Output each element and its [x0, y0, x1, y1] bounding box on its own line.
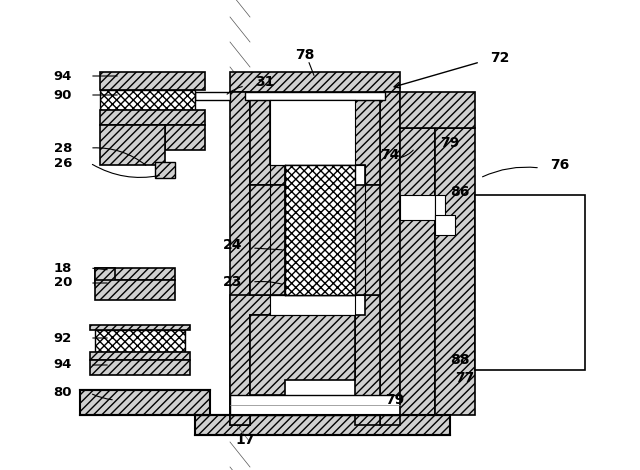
Polygon shape [195, 92, 230, 100]
Polygon shape [270, 295, 355, 315]
Text: 17: 17 [236, 433, 255, 447]
Polygon shape [95, 280, 175, 300]
Polygon shape [90, 360, 190, 375]
Polygon shape [95, 268, 175, 280]
Polygon shape [95, 268, 115, 285]
Polygon shape [165, 125, 205, 150]
Polygon shape [285, 165, 355, 295]
Text: 94: 94 [54, 70, 72, 83]
Text: 74: 74 [380, 148, 400, 162]
Polygon shape [245, 92, 385, 100]
Polygon shape [100, 125, 165, 165]
Text: 23: 23 [223, 275, 242, 289]
Polygon shape [380, 92, 400, 425]
Text: 26: 26 [54, 157, 72, 170]
Text: 90: 90 [54, 88, 72, 102]
Polygon shape [435, 128, 475, 415]
Polygon shape [435, 195, 445, 220]
Text: 88: 88 [450, 353, 470, 367]
Polygon shape [250, 100, 285, 185]
Polygon shape [400, 195, 435, 220]
Text: 28: 28 [54, 141, 72, 155]
Polygon shape [100, 110, 205, 125]
Polygon shape [355, 185, 380, 295]
Text: 20: 20 [54, 276, 72, 290]
Text: 94: 94 [54, 359, 72, 371]
Polygon shape [355, 100, 380, 185]
Polygon shape [80, 390, 210, 415]
Polygon shape [230, 295, 285, 425]
Text: 80: 80 [54, 386, 72, 400]
Polygon shape [90, 352, 190, 360]
Polygon shape [270, 100, 355, 165]
Text: 77: 77 [455, 371, 474, 385]
Text: 72: 72 [490, 51, 509, 65]
Polygon shape [230, 72, 400, 92]
Polygon shape [100, 90, 195, 110]
Polygon shape [435, 215, 455, 235]
Polygon shape [230, 92, 250, 425]
Polygon shape [355, 295, 380, 425]
Text: 92: 92 [54, 331, 72, 345]
Polygon shape [250, 185, 285, 295]
Text: 86: 86 [450, 185, 469, 199]
Text: 24: 24 [223, 238, 242, 252]
Polygon shape [90, 325, 190, 330]
Polygon shape [95, 330, 185, 352]
Text: 31: 31 [255, 75, 275, 89]
Text: 78: 78 [295, 48, 315, 62]
Polygon shape [400, 128, 435, 415]
Polygon shape [400, 92, 475, 128]
Polygon shape [250, 315, 355, 395]
Bar [475, 195, 585, 370]
Polygon shape [230, 395, 400, 415]
Text: 79: 79 [440, 136, 460, 150]
Text: 18: 18 [54, 261, 72, 274]
Text: 79: 79 [385, 393, 404, 407]
Polygon shape [100, 72, 205, 90]
Text: 76: 76 [550, 158, 569, 172]
Polygon shape [155, 162, 175, 178]
Polygon shape [195, 415, 450, 435]
